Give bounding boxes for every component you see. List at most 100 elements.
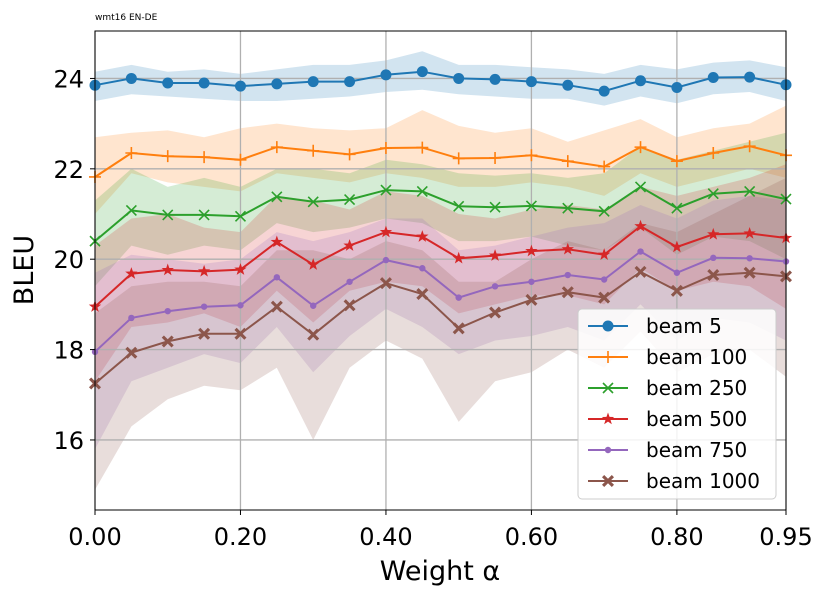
y-axis-ticks: 16 18 20 22 24 (53, 65, 95, 455)
point-s5-8 (379, 277, 392, 290)
point-s0-15 (635, 75, 647, 87)
band-series-1 (95, 105, 786, 214)
point-s5-18 (743, 266, 756, 279)
point-s5-12 (525, 293, 538, 306)
point-s3-15 (634, 219, 647, 232)
point-s0-7 (344, 76, 356, 88)
point-s0-2 (162, 77, 174, 89)
band-series-5 (95, 177, 786, 490)
point-s3-11 (488, 249, 502, 261)
point-s3-9 (416, 230, 429, 242)
y-tick-label-2: 20 (53, 246, 84, 274)
legend-marker-4 (604, 446, 612, 454)
point-s5-11 (489, 306, 502, 319)
point-s4-2 (164, 307, 171, 315)
point-s0-16 (671, 81, 683, 93)
point-s2-8 (380, 184, 392, 196)
point-s4-15 (637, 248, 644, 255)
point-s2-15 (634, 181, 647, 193)
point-s2-4 (234, 210, 247, 222)
point-s3-18 (743, 226, 756, 239)
legend-marker-3 (601, 412, 615, 425)
point-s0-3 (198, 77, 210, 89)
line-series-5 (94, 270, 787, 385)
point-s2-1 (125, 204, 137, 216)
legend-marker-1 (602, 351, 614, 363)
point-s5-13 (561, 286, 574, 299)
point-s3-17 (707, 227, 720, 240)
point-s5-17 (707, 269, 720, 282)
point-s0-6 (307, 76, 319, 88)
point-s3-12 (525, 244, 538, 257)
point-s2-13 (562, 202, 574, 214)
point-s1-10 (452, 152, 465, 165)
point-s4-1 (128, 314, 135, 322)
point-s2-11 (489, 201, 501, 213)
point-s0-8 (380, 69, 392, 81)
point-s3-5 (270, 235, 284, 248)
point-s0-13 (562, 79, 574, 91)
point-s2-5 (271, 191, 283, 203)
chart-title: wmt16 EN-DE (95, 13, 158, 23)
point-s4-17 (710, 254, 717, 262)
point-s3-10 (452, 251, 465, 264)
point-s4-5 (273, 274, 281, 281)
point-s3-6 (307, 258, 320, 270)
point-s4-10 (455, 294, 462, 301)
line-series-2 (94, 185, 787, 242)
point-s1-3 (198, 151, 211, 164)
point-s4-14 (600, 276, 608, 283)
point-s0-12 (525, 76, 537, 88)
point-s2-10 (453, 200, 465, 212)
point-s1-4 (234, 153, 247, 166)
point-s0-11 (489, 73, 501, 85)
x-axis-ticks: 0.00 0.20 0.40 0.60 0.80 0.95 (68, 510, 813, 551)
point-s5-6 (307, 328, 320, 341)
point-s5-2 (161, 335, 174, 348)
point-s5-15 (634, 265, 647, 278)
line-series-0 (94, 70, 787, 93)
y-tick-label-0: 16 (53, 427, 84, 455)
point-s4-18 (746, 255, 753, 262)
point-s4-7 (346, 278, 353, 285)
point-s3-4 (234, 263, 247, 275)
point-s4-9 (419, 265, 426, 272)
point-s4-8 (382, 256, 390, 264)
point-s2-6 (307, 196, 319, 208)
point-s2-7 (344, 193, 356, 206)
point-s3-14 (597, 248, 611, 260)
point-s1-1 (125, 147, 138, 160)
series-lines (94, 70, 787, 385)
point-s3-1 (125, 267, 138, 279)
point-s1-8 (379, 142, 392, 155)
point-s0-9 (416, 66, 428, 78)
x-tick-label-5: 0.95 (759, 523, 812, 551)
point-s3-2 (161, 263, 174, 276)
point-s1-9 (416, 141, 429, 154)
point-s2-2 (162, 209, 174, 221)
point-s2-14 (598, 205, 610, 217)
point-s0-4 (234, 80, 246, 92)
point-s5-1 (125, 346, 138, 359)
point-s0-18 (744, 71, 756, 83)
point-s2-18 (744, 185, 756, 197)
point-s4-13 (564, 271, 571, 279)
legend-label-1: beam 100 (646, 345, 747, 369)
legend-marker-2 (602, 382, 614, 394)
point-s1-17 (707, 147, 720, 160)
point-s1-18 (743, 140, 756, 153)
legend-label-3: beam 500 (646, 407, 747, 431)
line-series-3 (94, 224, 787, 308)
point-s5-7 (343, 299, 356, 312)
point-s0-14 (598, 85, 610, 97)
point-s1-7 (343, 148, 356, 161)
legend-label-0: beam 5 (646, 314, 722, 338)
point-s0-10 (453, 72, 465, 84)
point-s1-15 (634, 141, 647, 154)
legend-marker-5 (602, 475, 614, 487)
legend-marker-0 (602, 320, 614, 332)
band-series-2 (95, 132, 786, 287)
point-s4-16 (673, 269, 681, 276)
legend: beam 5 beam 100 beam 250 beam 500 beam 750 be… (577, 308, 777, 500)
